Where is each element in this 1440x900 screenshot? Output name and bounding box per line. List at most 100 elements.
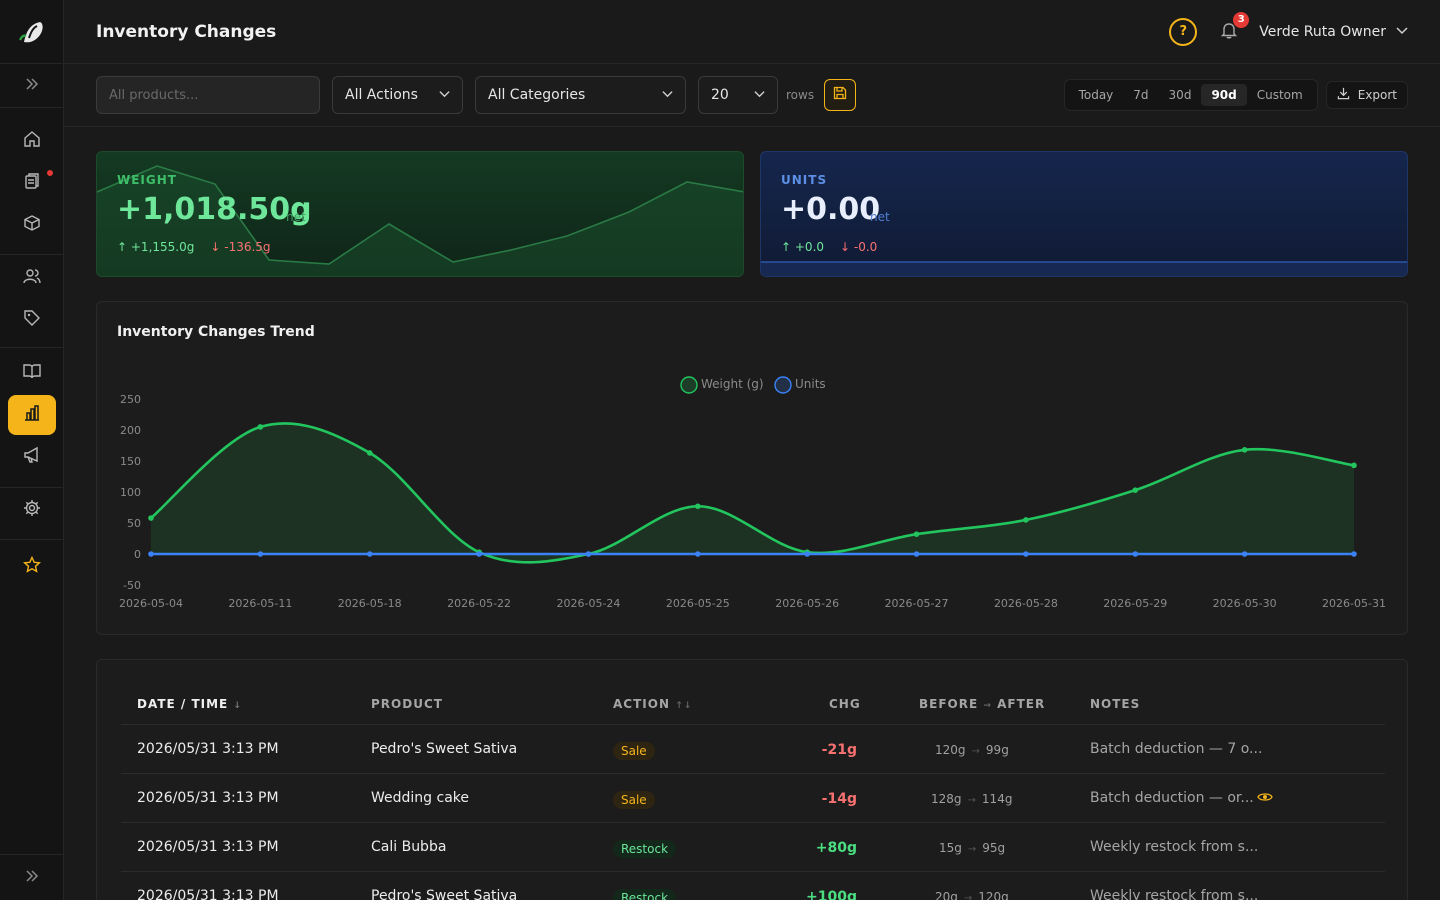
- sidebar-item-orders[interactable]: [8, 163, 56, 203]
- units-point: [148, 551, 154, 557]
- x-tick-label: 2026-05-04: [119, 597, 183, 610]
- weight-value: +1,018.50g: [117, 192, 312, 227]
- col-header-date[interactable]: DATE / TIME ↓: [137, 697, 242, 711]
- double-chevron-right-icon: [25, 77, 39, 95]
- col-header-chg: CHG: [829, 697, 861, 711]
- save-view-button[interactable]: [824, 79, 857, 111]
- action-badge: Restock: [613, 889, 677, 900]
- x-tick-label: 2026-05-27: [885, 597, 949, 610]
- sidebar-expand-button[interactable]: [0, 64, 63, 108]
- sidebar-collapse-button[interactable]: [0, 854, 64, 900]
- filter-toolbar: All Actions All Categories 20 rows Today…: [64, 64, 1440, 127]
- sort-desc-icon: ↓: [233, 701, 242, 711]
- brand-logo[interactable]: [0, 0, 63, 64]
- user-name: Verde Ruta Owner: [1259, 23, 1386, 40]
- table-row[interactable]: 2026/05/31 3:13 PM Cali Bubba Restock +8…: [121, 822, 1385, 871]
- category-filter-value: All Categories: [488, 87, 586, 103]
- range-30d[interactable]: 30d: [1168, 88, 1192, 102]
- sidebar-divider: [0, 487, 64, 488]
- book-icon: [23, 362, 41, 384]
- page-header: Inventory Changes ? 3 Verde Ruta Owner: [64, 0, 1440, 64]
- notifications-button[interactable]: 3: [1217, 11, 1250, 44]
- row-product: Wedding cake: [371, 790, 470, 806]
- sidebar-divider: [0, 254, 64, 255]
- sidebar-item-catalog[interactable]: [8, 353, 56, 393]
- units-down-value: -0.0: [853, 240, 878, 254]
- table-row[interactable]: 2026/05/31 3:13 PM Pedro's Sweet Sativa …: [121, 724, 1385, 773]
- weight-point: [366, 450, 373, 456]
- row-date: 2026/05/31 3:13 PM: [137, 741, 279, 757]
- eye-icon[interactable]: [1257, 790, 1273, 808]
- export-label: Export: [1357, 88, 1397, 102]
- rows-per-page-select[interactable]: 20: [698, 76, 778, 114]
- y-tick-label: -50: [123, 579, 141, 592]
- x-tick-label: 2026-05-11: [228, 597, 292, 610]
- weight-breakdown: ↑ +1,155.0g ↓ -136.5g: [117, 240, 271, 254]
- row-change: -21g: [821, 742, 857, 758]
- units-point: [695, 551, 701, 557]
- range-7d[interactable]: 7d: [1133, 88, 1149, 102]
- units-point: [366, 551, 373, 557]
- action-filter-select[interactable]: All Actions: [332, 76, 463, 114]
- x-tick-label: 2026-05-18: [338, 597, 402, 610]
- units-stat-card: UNITS +0.00 net ↑ +0.0 ↓ -0.0: [760, 151, 1408, 277]
- weight-up: ↑ +1,155.0g: [117, 240, 195, 254]
- star-icon: [22, 555, 42, 578]
- question-icon: ?: [1179, 24, 1187, 39]
- sidebar-item-products[interactable]: [8, 205, 56, 245]
- units-up-value: +0.0: [794, 240, 825, 254]
- col-header-action[interactable]: ACTION ↑↓: [613, 697, 692, 711]
- table-row[interactable]: 2026/05/31 3:13 PM Pedro's Sweet Sativa …: [121, 871, 1385, 900]
- row-before-after: 15g → 95g: [939, 841, 1005, 855]
- gear-icon: [23, 499, 41, 521]
- sidebar-item-analytics[interactable]: [8, 395, 56, 435]
- sidebar-item-marketing[interactable]: [8, 437, 56, 477]
- x-tick-label: 2026-05-24: [556, 597, 620, 610]
- range-90d[interactable]: 90d: [1201, 84, 1247, 106]
- range-custom[interactable]: Custom: [1256, 88, 1303, 102]
- row-after: 99g: [985, 743, 1009, 757]
- user-menu[interactable]: Verde Ruta Owner: [1259, 24, 1408, 40]
- y-tick-label: 50: [127, 517, 141, 530]
- chevron-down-icon: [754, 87, 765, 103]
- users-icon: [23, 267, 41, 289]
- x-tick-label: 2026-05-26: [775, 597, 839, 610]
- notification-dot: [47, 170, 53, 176]
- weight-point: [1023, 517, 1029, 523]
- trend-title: Inventory Changes Trend: [117, 324, 315, 340]
- arrow-right-icon: →: [963, 893, 973, 900]
- row-change: +100g: [806, 889, 857, 900]
- sidebar-item-favorites[interactable]: [8, 547, 56, 587]
- sidebar-divider: [0, 539, 64, 540]
- chevron-down-icon: [1396, 24, 1408, 40]
- row-before-after: 120g → 99g: [935, 743, 1009, 757]
- weight-down-value: -136.5g: [224, 240, 271, 254]
- sidebar-item-tags[interactable]: [8, 300, 56, 340]
- double-chevron-right-icon: [25, 869, 39, 887]
- legend-weight-marker: [680, 376, 698, 394]
- export-button[interactable]: Export: [1325, 81, 1408, 109]
- col-header-product: PRODUCT: [371, 697, 443, 711]
- arrow-right-icon: →: [967, 795, 976, 806]
- sidebar-item-home[interactable]: [8, 121, 56, 161]
- sidebar-item-customers[interactable]: [8, 258, 56, 298]
- help-button[interactable]: ?: [1169, 17, 1198, 46]
- legend-weight-label: Weight (g): [701, 377, 764, 391]
- weight-up-value: +1,155.0g: [130, 240, 195, 254]
- weight-label: WEIGHT: [117, 173, 177, 187]
- action-badge: Sale: [613, 791, 655, 809]
- units-value: +0.00: [781, 192, 881, 227]
- row-product: Pedro's Sweet Sativa: [371, 741, 518, 757]
- col-action-label: ACTION: [613, 697, 670, 711]
- range-today[interactable]: Today: [1078, 88, 1114, 102]
- sort-icon: ↑↓: [675, 701, 693, 711]
- row-date: 2026/05/31 3:13 PM: [137, 839, 279, 855]
- sidebar-item-settings[interactable]: [8, 490, 56, 530]
- row-product: Pedro's Sweet Sativa: [371, 888, 518, 900]
- rows-per-page-value: 20: [711, 87, 729, 103]
- table-row[interactable]: 2026/05/31 3:13 PM Wedding cake Sale -14…: [121, 773, 1385, 822]
- y-tick-label: 150: [120, 455, 141, 468]
- product-search-input[interactable]: [96, 76, 320, 114]
- category-filter-select[interactable]: All Categories: [475, 76, 686, 114]
- weight-point: [1351, 462, 1357, 469]
